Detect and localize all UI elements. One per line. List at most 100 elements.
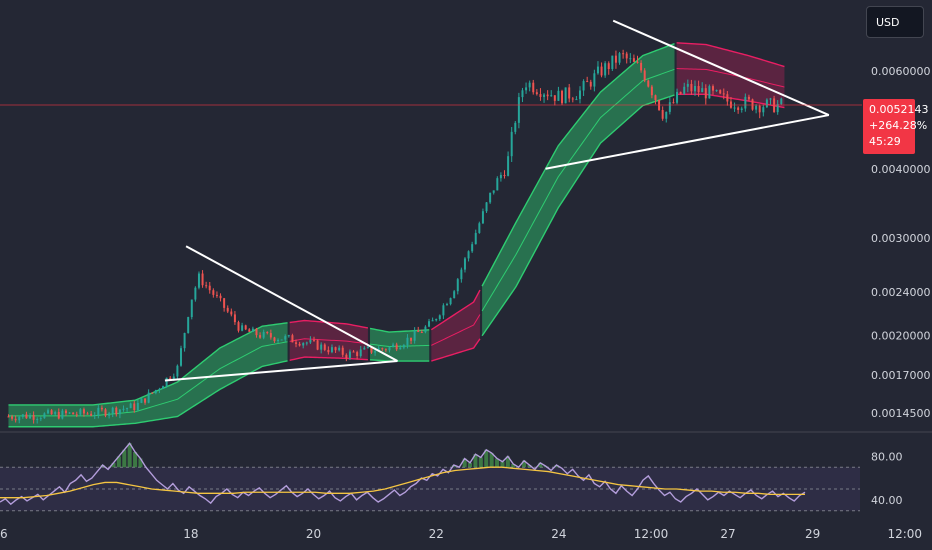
price-tick-0: 0.0060000 [871,65,931,78]
time-tick-7: 29 [805,527,820,541]
candle-body-194 [704,88,707,99]
candle-body-164 [596,66,599,74]
candle-body-85 [312,339,315,341]
candle-body-140 [510,131,513,157]
candle-body-141 [514,122,517,132]
candle-body-177 [643,70,646,81]
candle-body-96 [352,351,355,353]
candle-body-45 [169,377,172,380]
candle-body-187 [679,91,682,94]
candle-body-210 [762,107,765,113]
candle-body-3 [18,416,21,421]
candle-body-25 [97,407,100,416]
candle-body-38 [144,398,147,403]
candle-body-61 [226,307,229,312]
candle-body-178 [647,80,650,87]
candle-body-53 [197,273,200,288]
rsi-moving-average [0,466,805,499]
rsi-pane [0,442,860,512]
bar-countdown: 45:29 [869,135,901,148]
candle-body-66 [244,325,247,330]
candle-body-167 [607,63,610,69]
candle-body-75 [277,339,280,342]
candle-body-176 [640,62,643,71]
candle-body-199 [722,93,725,95]
candle-body-89 [327,349,330,353]
candle-body-78 [287,335,290,337]
band-mid-1 [289,338,368,345]
band-fill-3 [431,290,480,362]
price-axis[interactable]: 0.0060000 0.0040000 0.0030000 0.0024000 0.00… [871,65,931,420]
rsi-tick-1: 40.00 [871,494,903,507]
candle-body-119 [435,318,438,321]
band-upper-5 [676,42,785,68]
band-mid-4 [481,68,675,312]
candle-body-157 [571,98,574,100]
candle-body-195 [708,86,711,99]
candle-body-179 [650,86,653,96]
price-change-percent: +264.28% [869,119,928,132]
candle-body-148 [539,94,542,97]
trendline-0 [185,245,398,362]
candle-body-205 [744,96,747,109]
candle-body-118 [431,320,434,322]
candle-body-214 [776,103,779,113]
trendline-1 [164,360,398,382]
currency-button[interactable]: USD [866,6,924,38]
candle-body-124 [453,291,456,299]
candle-body-22 [86,413,89,415]
time-tick-8: 12:00 [887,527,922,541]
candle-body-165 [600,66,603,76]
candle-body-128 [467,251,470,259]
candle-body-185 [672,102,675,104]
band-upper-1 [289,319,369,329]
rsi-axis: 80.00 40.00 [871,450,903,507]
candle-body-109 [399,347,402,350]
candle-body-12 [50,410,53,415]
candle-body-8 [36,418,39,420]
candle-body-166 [604,63,607,76]
candle-body-39 [147,392,150,403]
candle-body-154 [561,90,564,104]
trendlines[interactable] [164,19,830,382]
candle-body-91 [334,347,337,351]
candle-body-172 [625,53,628,59]
candle-body-83 [305,342,308,344]
candle-body-62 [230,311,233,315]
candle-body-114 [417,330,420,333]
candle-body-144 [525,87,528,91]
candle-body-47 [176,365,179,377]
time-tick-4: 24 [551,527,566,541]
candle-body-125 [456,279,459,292]
candle-body-161 [586,81,589,83]
last-price-badge: 0.0052143 +264.28% 45:29 [863,99,929,154]
candle-body-59 [219,295,222,299]
candle-body-152 [553,95,556,101]
candle-body-102 [374,351,377,353]
band-lower-2 [369,359,430,362]
candle-body-20 [79,409,82,415]
candle-body-97 [356,352,359,357]
candle-body-57 [212,290,215,295]
trendline-2 [612,19,830,116]
candle-body-169 [614,55,617,63]
candle-body-21 [82,409,85,414]
candle-body-16 [64,410,67,414]
band-mid-5 [676,68,785,88]
candle-body-142 [517,97,520,123]
candle-body-99 [363,347,366,350]
candle-body-126 [460,269,463,280]
candle-body-193 [701,88,704,93]
candle-body-50 [187,317,190,333]
candle-body-100 [366,346,369,348]
time-axis[interactable]: 6 18 20 22 24 12:00 27 29 12:00 [0,527,922,541]
candle-body-15 [61,410,64,419]
candle-body-4 [21,414,24,417]
candle-body-189 [686,83,689,87]
candle-body-94 [345,354,348,358]
candle-body-30 [115,407,118,415]
candle-body-151 [550,95,553,97]
candle-body-28 [108,413,111,416]
candle-body-93 [341,347,344,355]
